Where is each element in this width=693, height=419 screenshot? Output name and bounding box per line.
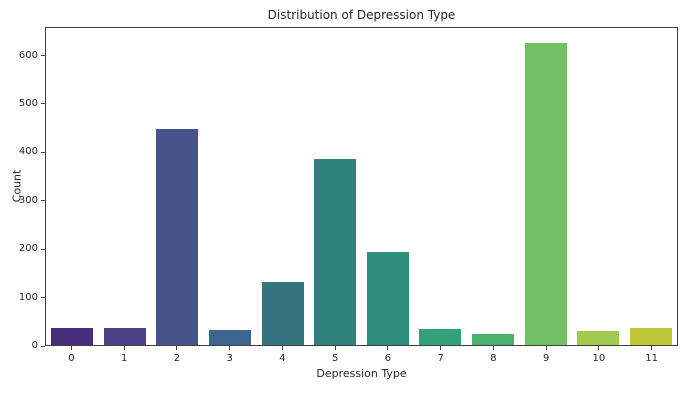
x-tick-mark — [598, 346, 600, 350]
x-tick-mark — [176, 346, 178, 350]
x-tick-label: 2 — [173, 353, 181, 364]
x-tick-mark — [651, 346, 653, 350]
x-tick-mark — [334, 346, 336, 350]
x-tick-mark — [281, 346, 283, 350]
y-tick-mark — [41, 55, 45, 57]
x-tick-mark — [545, 346, 547, 350]
x-tick-label: 11 — [645, 353, 658, 364]
x-tick-label: 4 — [279, 353, 286, 364]
x-tick-label: 3 — [226, 353, 233, 364]
bar-7 — [419, 329, 462, 345]
y-tick-label: 300 — [18, 194, 38, 206]
x-tick-mark — [123, 346, 125, 350]
x-axis-label: Depression Type — [316, 367, 407, 380]
x-tick-label: 0 — [68, 353, 75, 364]
bar-2 — [156, 128, 199, 345]
bar-11 — [629, 328, 672, 345]
bar-5 — [314, 159, 357, 345]
y-tick-mark — [41, 151, 45, 153]
bar-1 — [103, 328, 146, 345]
bar-0 — [51, 328, 94, 345]
x-tick-label: 9 — [542, 353, 550, 364]
chart-title: Distribution of Depression Type — [267, 8, 456, 22]
x-tick-label: 8 — [490, 353, 497, 364]
x-tick-mark — [70, 346, 72, 350]
x-tick-label: 7 — [437, 353, 444, 364]
y-tick-mark — [41, 248, 45, 250]
x-tick-label: 6 — [384, 353, 392, 364]
x-tick-label: 1 — [120, 353, 128, 364]
bar-10 — [577, 330, 620, 345]
bar-3 — [209, 329, 252, 345]
y-tick-label: 500 — [18, 97, 38, 109]
x-tick-mark — [440, 346, 442, 350]
y-tick-mark — [41, 297, 45, 299]
bar-8 — [471, 334, 514, 345]
y-tick-mark — [41, 345, 45, 347]
y-tick-mark — [41, 200, 45, 202]
y-tick-mark — [41, 103, 45, 105]
y-tick-label: 400 — [18, 146, 38, 158]
y-tick-label: 200 — [18, 243, 38, 255]
plot-area — [45, 27, 678, 346]
bar-4 — [261, 281, 304, 345]
x-tick-mark — [387, 346, 389, 350]
y-tick-label: 0 — [31, 340, 38, 351]
y-tick-label: 600 — [18, 49, 38, 61]
y-tick-label: 100 — [18, 291, 38, 303]
x-tick-mark — [229, 346, 231, 350]
x-tick-label: 10 — [592, 353, 606, 364]
x-tick-mark — [492, 346, 494, 350]
x-tick-label: 5 — [331, 353, 339, 364]
bar-6 — [366, 251, 409, 345]
bar-9 — [524, 42, 567, 345]
